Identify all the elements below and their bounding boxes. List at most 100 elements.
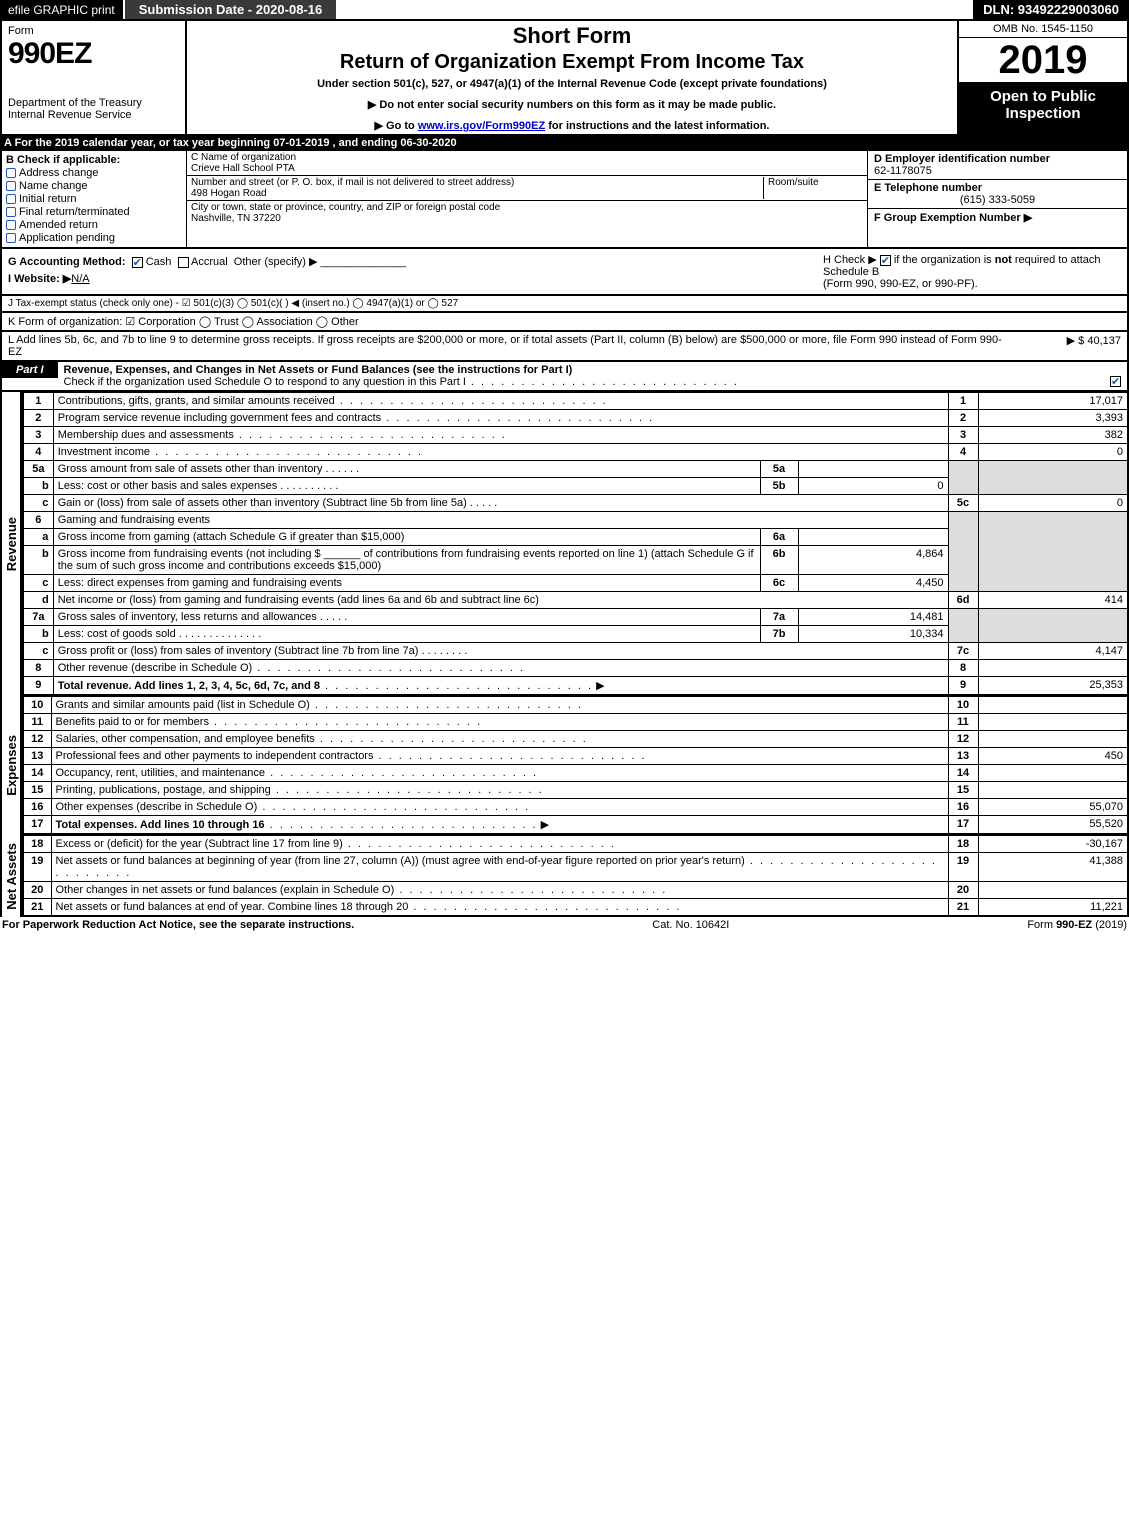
line-10-desc: Grants and similar amounts paid (list in… [56,699,310,711]
line-11-val [978,714,1128,731]
line-5c-desc: Gain or (loss) from sale of assets other… [58,497,467,509]
line-11-desc: Benefits paid to or for members [56,716,209,728]
line-8-desc: Other revenue (describe in Schedule O) [58,662,252,674]
line-12-desc: Salaries, other compensation, and employ… [56,733,315,745]
chk-final-return[interactable] [6,207,16,217]
ein: 62-1178075 [874,165,932,177]
line-7b-val: 10,334 [798,626,948,643]
i-label: I Website: ▶ [8,273,71,285]
g-label: G Accounting Method: [8,256,126,268]
line-k: K Form of organization: ☑ Corporation ◯ … [0,313,1129,332]
part1-bar: Part I [2,362,58,378]
warning-1: ▶ Do not enter social security numbers o… [193,98,951,111]
chk-schedule-o[interactable] [1110,376,1121,387]
line-14-val [978,765,1128,782]
line-17-val: 55,520 [978,816,1128,835]
org-city: Nashville, TN 37220 [191,213,500,224]
line-3-val: 382 [978,427,1128,444]
line-20-desc: Other changes in net assets or fund bala… [56,884,395,896]
line-3-desc: Membership dues and assessments [58,429,234,441]
line-21-val: 11,221 [978,899,1128,917]
chk-cash[interactable] [132,257,143,268]
org-street: 498 Hogan Road [191,188,763,199]
short-form-title: Short Form [193,23,951,49]
line-j: J Tax-exempt status (check only one) - ☑… [0,296,1129,313]
h-text2: if the organization is [891,254,995,266]
line-4-val: 0 [978,444,1128,461]
line-5b-val: 0 [798,478,948,495]
chk-accrual[interactable] [178,257,189,268]
line-1-desc: Contributions, gifts, grants, and simila… [58,395,335,407]
c-city-label: City or town, state or province, country… [191,202,500,213]
line-8-val [978,660,1128,677]
line-17-desc: Total expenses. Add lines 10 through 16 [56,819,265,831]
line-6d-desc: Net income or (loss) from gaming and fun… [58,594,539,606]
line-12-val [978,731,1128,748]
line-6d-val: 414 [978,592,1128,609]
line-6b-val: 4,864 [798,546,948,575]
part1-header: Part I Revenue, Expenses, and Changes in… [0,362,1129,392]
return-title: Return of Organization Exempt From Incom… [193,51,951,74]
tax-year: 2019 [959,38,1127,82]
line-2-val: 3,393 [978,410,1128,427]
line-7c-val: 4,147 [978,643,1128,660]
part1-title: Revenue, Expenses, and Changes in Net As… [64,364,573,376]
line-18-desc: Excess or (deficit) for the year (Subtra… [56,838,343,850]
form-number: 990EZ [8,37,179,71]
h-text4: (Form 990, 990-EZ, or 990-PF). [823,278,978,290]
website: N/A [71,273,89,285]
line-9-val: 25,353 [978,677,1128,696]
line-19-val: 41,388 [978,853,1128,882]
line-6-desc: Gaming and fundraising events [53,512,948,529]
submission-date: Submission Date - 2020-08-16 [125,0,337,19]
line-6a-desc: Gross income from gaming (attach Schedul… [58,531,405,543]
footer-mid: Cat. No. 10642I [354,919,1027,931]
e-tel-label: E Telephone number [874,182,982,194]
efile-print-button[interactable]: efile GRAPHIC print [0,0,125,19]
netassets-section: Net Assets 18Excess or (deficit) for the… [0,835,1129,917]
chk-initial-return[interactable] [6,194,16,204]
top-bar: efile GRAPHIC print Submission Date - 20… [0,0,1129,21]
line-14-desc: Occupancy, rent, utilities, and maintena… [56,767,266,779]
line-18-val: -30,167 [978,836,1128,853]
footer-left: For Paperwork Reduction Act Notice, see … [2,919,354,931]
footer-right: Form 990-EZ (2019) [1027,919,1127,931]
c-street-label: Number and street (or P. O. box, if mail… [191,177,763,188]
line-15-val [978,782,1128,799]
chk-h[interactable] [880,255,891,266]
c-name-label: C Name of organization [191,152,863,163]
section-def: D Employer identification number62-11780… [867,151,1127,247]
line-a: A For the 2019 calendar year, or tax yea… [0,136,1129,151]
l-text: L Add lines 5b, 6c, and 7b to line 9 to … [8,334,1011,358]
line-16-desc: Other expenses (describe in Schedule O) [56,801,258,813]
form-header: Form 990EZ Department of the Treasury In… [0,21,1129,136]
line-5c-val: 0 [978,495,1128,512]
omb-number: OMB No. 1545-1150 [959,21,1127,38]
f-group-label: F Group Exemption Number ▶ [874,212,1032,224]
line-1-val: 17,017 [978,393,1128,410]
expenses-label: Expenses [4,735,19,796]
line-13-val: 450 [978,748,1128,765]
expenses-section: Expenses 10Grants and similar amounts pa… [0,696,1129,835]
chk-name-change[interactable] [6,181,16,191]
org-name: Crieve Hall School PTA [191,163,863,174]
irs-link[interactable]: www.irs.gov/Form990EZ [418,120,545,132]
chk-amended-return[interactable] [6,220,16,230]
section-bcd: B Check if applicable: Address change Na… [0,151,1129,249]
dln: DLN: 93492229003060 [973,0,1129,19]
chk-application-pending[interactable] [6,233,16,243]
department-2: Internal Revenue Service [8,109,179,121]
line-6a-val [798,529,948,546]
line-9-desc: Total revenue. Add lines 1, 2, 3, 4, 5c,… [58,680,320,692]
revenue-label: Revenue [4,517,19,571]
line-15-desc: Printing, publications, postage, and shi… [56,784,271,796]
line-21-desc: Net assets or fund balances at end of ye… [56,901,409,913]
line-6b-desc: Gross income from fundraising events (no… [58,548,754,572]
line-7c-desc: Gross profit or (loss) from sales of inv… [58,645,419,657]
chk-address-change[interactable] [6,168,16,178]
open-public: Open to Public Inspection [959,82,1127,134]
line-19-desc: Net assets or fund balances at beginning… [56,855,745,867]
l-amount: ▶ $ 40,137 [1011,334,1121,358]
form-label: Form [8,25,179,37]
line-7a-desc: Gross sales of inventory, less returns a… [58,611,317,623]
